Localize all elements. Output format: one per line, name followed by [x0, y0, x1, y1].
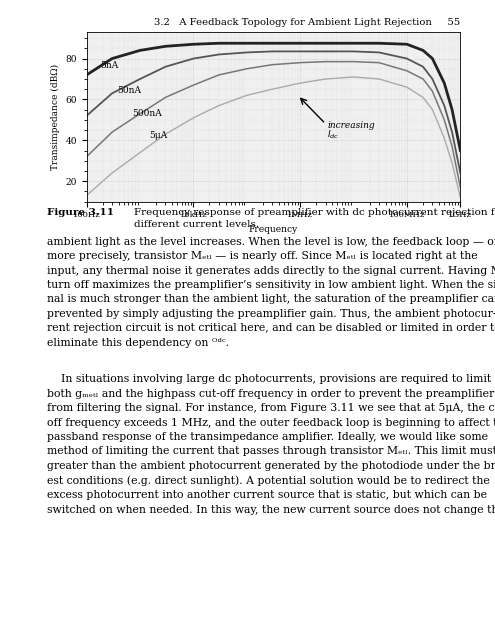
Text: In situations involving large dc photocurrents, provisions are required to limit: In situations involving large dc photocu…: [47, 374, 495, 515]
Text: 50nA: 50nA: [118, 86, 142, 95]
Text: ambient light as the level increases. When the level is low, the feedback loop —: ambient light as the level increases. Wh…: [47, 237, 495, 348]
Text: 5nA: 5nA: [100, 61, 118, 70]
Text: increasing: increasing: [327, 121, 375, 130]
Text: Frequency response of preamplifier with dc photocurrent rejection for: Frequency response of preamplifier with …: [134, 208, 495, 217]
Text: different current levels.: different current levels.: [134, 220, 259, 228]
Text: 3.2   A Feedback Topology for Ambient Light Rejection     55: 3.2 A Feedback Topology for Ambient Ligh…: [154, 18, 460, 27]
Text: $I_{dc}$: $I_{dc}$: [327, 128, 339, 141]
X-axis label: Frequency: Frequency: [249, 225, 298, 234]
Y-axis label: Transimpedance (dBΩ): Transimpedance (dBΩ): [50, 64, 60, 170]
Text: 5μA: 5μA: [149, 131, 168, 140]
Text: Figure 3.11: Figure 3.11: [47, 208, 114, 217]
Text: 500nA: 500nA: [132, 109, 161, 118]
